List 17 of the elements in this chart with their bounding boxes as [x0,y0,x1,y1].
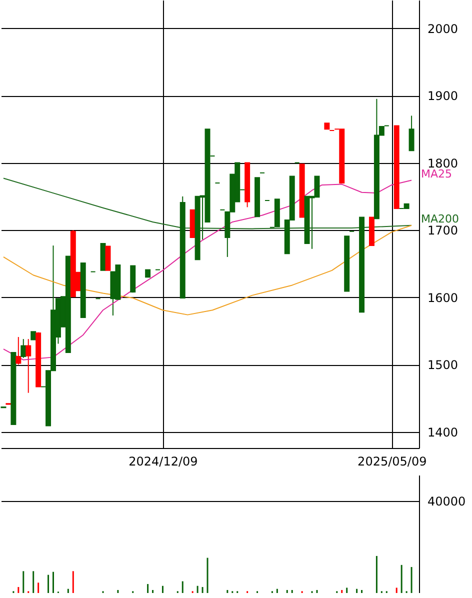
y-tick-label: 1900 [428,89,458,104]
candlestick [20,338,26,358]
y-tick-label: 1500 [428,358,458,372]
y-tick-label: 1700 [428,224,458,238]
y-tick-label: 1400 [428,425,458,440]
line-series [2,224,412,316]
candlestick [26,338,32,394]
y-tick-label: 1600 [428,290,458,305]
series-label: MA200 [421,212,460,226]
candlestick [16,336,22,366]
line-series [2,178,412,230]
y-tick-label: 40000 [428,494,466,508]
y-tick-label: 2000 [428,22,458,36]
x-tick-label: 2024/12/09 [128,454,198,468]
candlestick [408,115,414,152]
x-tick-label: 2025/05/09 [358,454,427,468]
line-series [2,180,412,360]
